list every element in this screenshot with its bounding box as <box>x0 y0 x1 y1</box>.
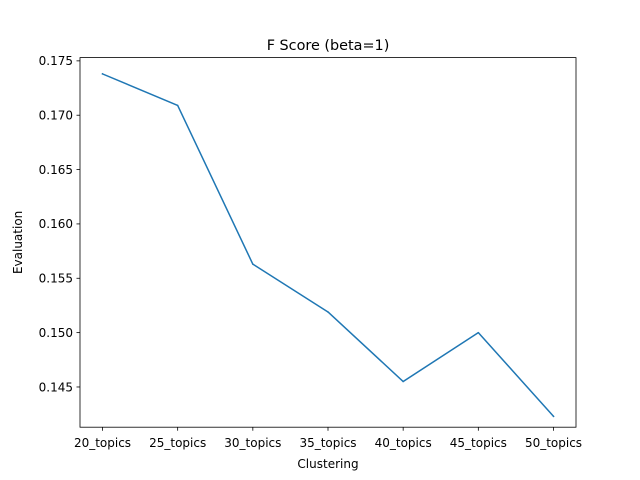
x-axis-label: Clustering <box>297 457 358 471</box>
x-tick-label: 25_topics <box>149 436 206 450</box>
data-point <box>101 73 104 75</box>
y-tick-label: 0.150 <box>39 326 73 340</box>
data-point <box>252 263 254 265</box>
y-axis-label: Evaluation <box>11 211 25 274</box>
y-axis-ticks: 0.145 0.150 0.155 0.160 0.165 0.170 0.175 <box>39 54 80 394</box>
y-tick-label: 0.170 <box>39 109 73 123</box>
x-tick-label: 50_topics <box>525 436 582 450</box>
data-point <box>402 380 404 383</box>
x-axis-ticks: 20_topics 25_topics 30_topics 35_topics 40_t… <box>74 427 582 450</box>
y-tick-label: 0.175 <box>39 54 73 68</box>
data-point <box>327 311 329 313</box>
data-point <box>176 104 179 107</box>
data-point <box>552 415 555 418</box>
y-tick-label: 0.145 <box>39 380 73 394</box>
x-tick-label: 35_topics <box>299 436 356 450</box>
x-tick-label: 45_topics <box>450 436 507 450</box>
chart-title: F Score (beta=1) <box>267 38 390 54</box>
y-tick-label: 0.155 <box>39 272 73 286</box>
x-tick-label: 40_topics <box>375 436 432 450</box>
y-tick-label: 0.160 <box>39 217 73 231</box>
x-tick-label: 30_topics <box>224 436 281 450</box>
plot-area <box>101 72 555 418</box>
data-point <box>477 331 480 334</box>
y-tick-label: 0.165 <box>39 163 73 177</box>
x-tick-label: 20_topics <box>74 436 131 450</box>
